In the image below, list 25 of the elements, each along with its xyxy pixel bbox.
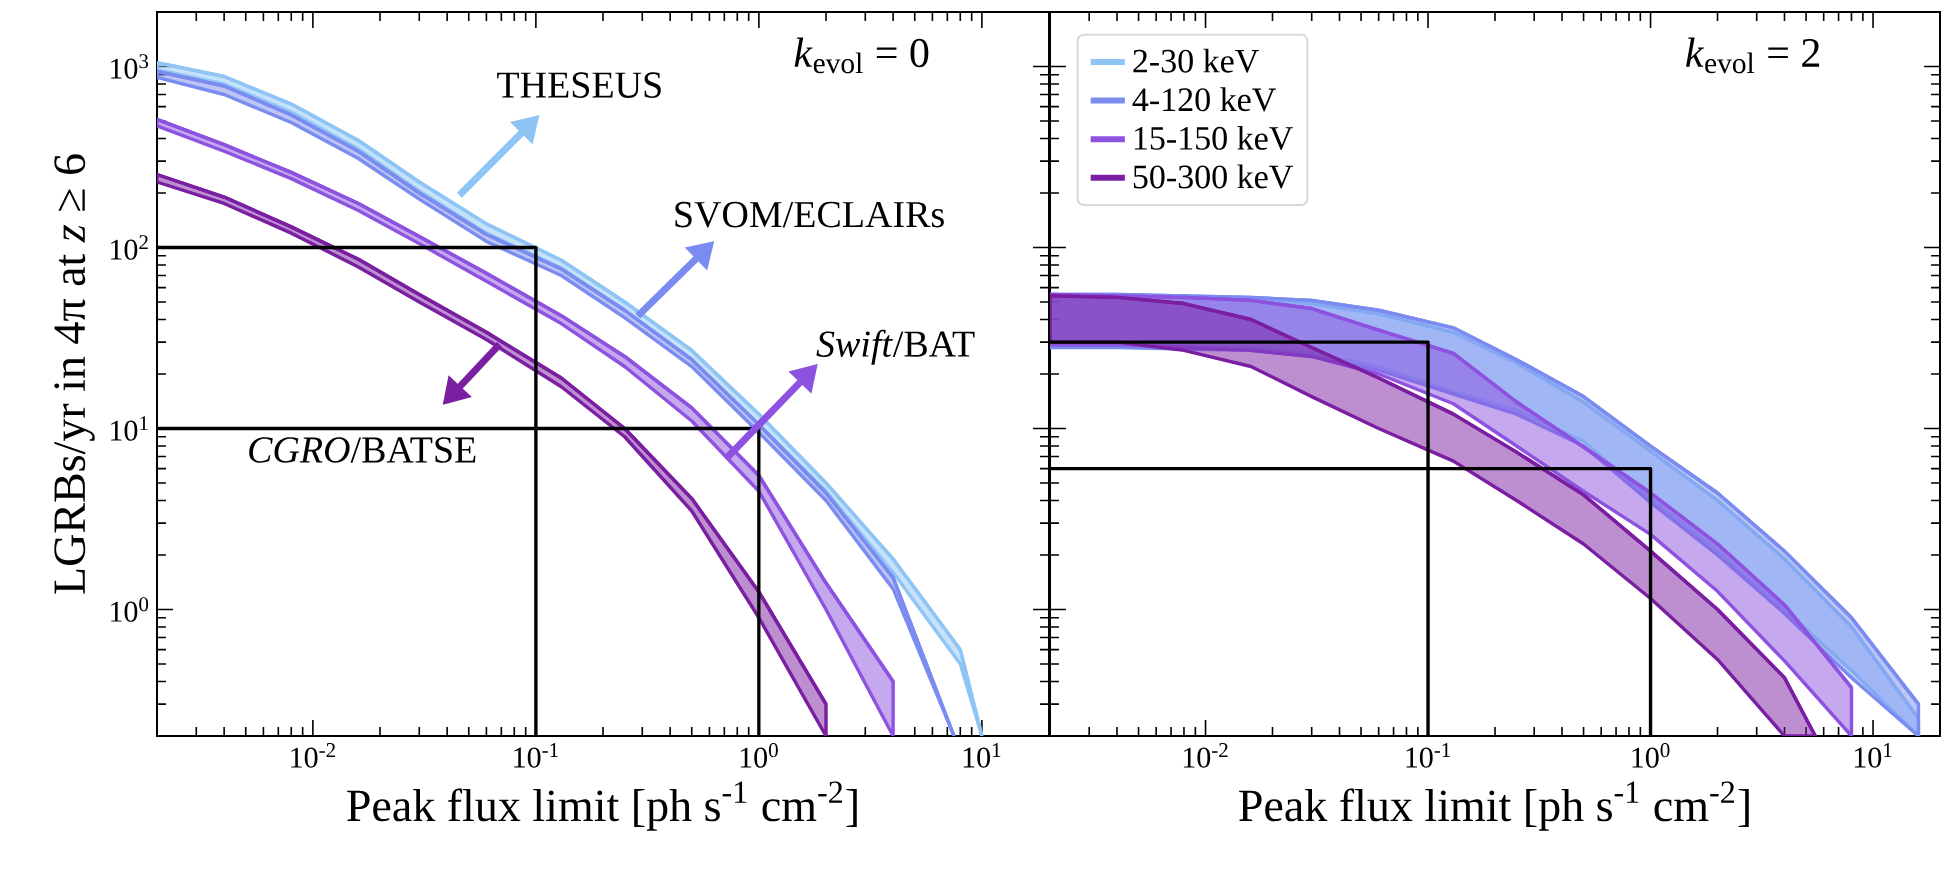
annotation: k$_{evol}$ = 2 <box>1686 37 1820 74</box>
y-tick-label: 10$^{2}$ <box>111 235 148 260</box>
annotation: CGRO/BATSE <box>249 437 476 463</box>
x-tick-label: 10$^{-1}$ <box>1406 743 1451 768</box>
x-tick-label: 10$^{-2}$ <box>291 743 335 768</box>
y-tick-label: 10$^{3}$ <box>111 54 149 79</box>
x-tick-label: 10$^{0}$ <box>1632 743 1670 768</box>
y-axis-title: LGRBs/yr in 4π at z ≥ 6 <box>54 154 95 594</box>
y-tick-label: 10$^{1}$ <box>111 416 148 441</box>
x-tick-label: 10$^{-1}$ <box>514 743 558 768</box>
annotation: k$_{evol}$ = 0 <box>794 37 929 74</box>
x-axis-title: Peak flux limit [ph s$^{-1}$ cm$^{-2}$] <box>347 781 857 831</box>
legend-label: 2-30 keV <box>1133 48 1259 73</box>
legend-label: 50-300 keV <box>1133 164 1293 189</box>
x-tick-label: 10$^{-2}$ <box>1183 743 1228 768</box>
y-tick-label: 10$^{0}$ <box>111 597 149 622</box>
x-axis-title: Peak flux limit [ph s$^{-1}$ cm$^{-2}$] <box>1239 781 1749 831</box>
annotation: THESEUS <box>497 72 661 98</box>
x-tick-label: 10$^{1}$ <box>963 743 1001 768</box>
annotation: SVOM/ECLAIRs <box>675 201 944 228</box>
x-tick-label: 10$^{1}$ <box>1854 743 1892 768</box>
legend-label: 15-150 keV <box>1134 125 1293 150</box>
legend-label: 4-120 keV <box>1132 87 1276 112</box>
annotation: Swift/BAT <box>816 329 975 365</box>
x-tick-label: 10$^{0}$ <box>740 743 778 768</box>
